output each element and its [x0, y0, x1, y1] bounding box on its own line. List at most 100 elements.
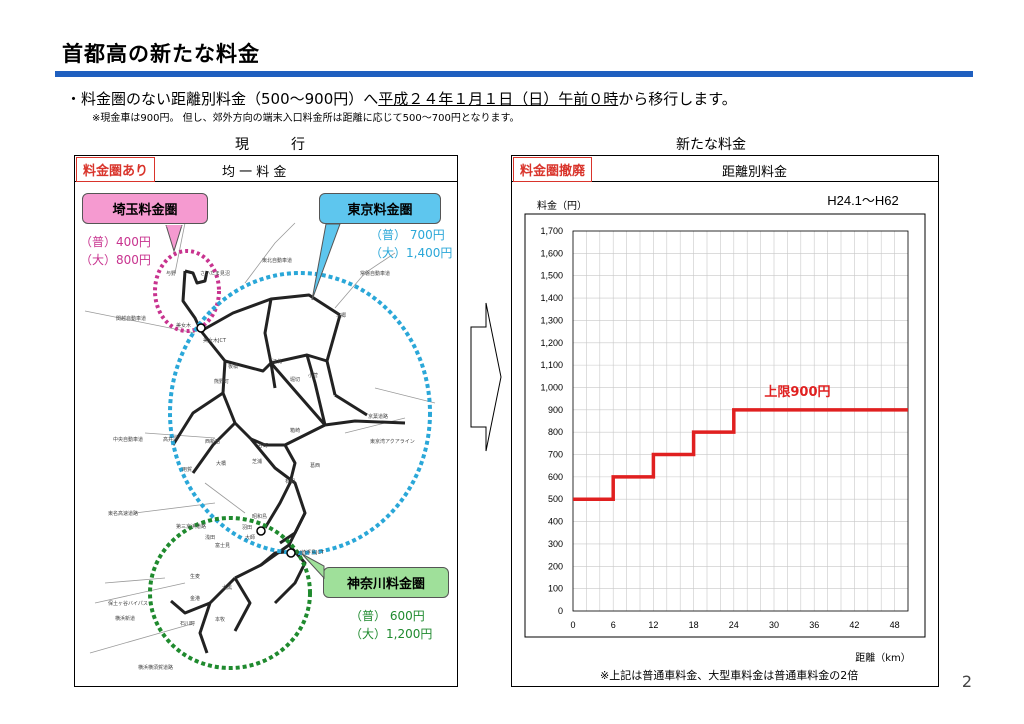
- map-label: 堀切: [290, 377, 301, 383]
- map-label: 京葉道路: [368, 414, 389, 420]
- y-tick-label: 500: [548, 494, 563, 504]
- map-label: 高井戸: [163, 437, 179, 443]
- map-label: 東京湾アクアライン: [370, 439, 415, 445]
- saitama-callout-pointer: [165, 225, 183, 253]
- left-column-heading: 現 行: [235, 137, 319, 153]
- map-label: 中央自動車道: [113, 437, 144, 443]
- map-label: 羽田: [242, 525, 253, 531]
- kanagawa-large-fare: （大）1,200円: [350, 627, 433, 641]
- right-column-heading: 新たな料金: [676, 137, 746, 153]
- x-tick-label: 6: [611, 620, 616, 630]
- map-label: 昭和島: [252, 514, 268, 520]
- y-tick-label: 700: [548, 450, 563, 460]
- chart-x-axis-label: 距離（km）: [855, 651, 911, 664]
- chart-y-axis-label: 料金（円）: [537, 199, 587, 212]
- map-label: 富士見: [215, 543, 231, 549]
- y-tick-label: 1,600: [540, 248, 563, 258]
- title-underline-bar: [55, 71, 973, 77]
- left-panel-divider: [74, 181, 457, 182]
- kanagawa-zone-circle: [148, 516, 312, 670]
- y-tick-label: 900: [548, 405, 563, 415]
- x-tick-label: 42: [849, 620, 859, 630]
- x-tick-label: 30: [769, 620, 779, 630]
- expressway-map: [84, 222, 436, 670]
- y-tick-label: 800: [548, 427, 563, 437]
- map-label: 石川町: [180, 621, 196, 627]
- x-tick-label: 18: [689, 620, 699, 630]
- map-label: 小菅: [308, 373, 319, 379]
- bijogi-jct-marker: [196, 323, 206, 333]
- chart-footnote: ※上記は普通車料金、大型車料金は普通車料金の2倍: [600, 669, 859, 682]
- saitama-large-fare: （大）800円: [80, 253, 151, 267]
- bullet-date: 平成２４年１月１日（日）午前０時: [378, 90, 619, 108]
- y-tick-label: 1,500: [540, 271, 563, 281]
- y-tick-label: 0: [558, 606, 563, 616]
- map-label: 川崎浮島JCT: [296, 550, 325, 556]
- y-tick-label: 1,400: [540, 293, 563, 303]
- y-tick-label: 100: [548, 584, 563, 594]
- tokyo-zone-circle: [168, 271, 432, 555]
- map-label: 美女木: [176, 323, 192, 329]
- kanagawa-zone-label: 神奈川料金圏: [323, 567, 449, 598]
- current-fare-panel: [74, 155, 458, 687]
- map-label: 大師: [245, 535, 256, 541]
- y-tick-label: 1,300: [540, 315, 563, 325]
- map-label: 東北自動車道: [262, 258, 293, 264]
- chart-title: H24.1～H62: [827, 193, 899, 208]
- page-number: 2: [961, 672, 972, 691]
- left-subheading: 均 一 料 金: [222, 165, 287, 180]
- chart-annotation: 上限900円: [764, 385, 830, 400]
- bullet-prefix: ・料金圏のない距離別料金（500～900円）へ: [66, 90, 379, 108]
- map-label: 関越自動車道: [116, 316, 147, 322]
- saitama-fares: （普）400円 （大）800円: [80, 233, 151, 269]
- y-tick-label: 200: [548, 561, 563, 571]
- map-label: さいたま見沼: [200, 271, 230, 277]
- map-label: 横浜横須賀道路: [138, 665, 174, 671]
- map-label: 三郷: [336, 313, 347, 319]
- new-fare-panel: [511, 155, 939, 687]
- plot-area-border: [572, 230, 909, 612]
- map-label: 金港: [190, 596, 201, 602]
- right-arrow-icon: [470, 302, 502, 452]
- map-label: 谷町: [258, 443, 269, 449]
- saitama-zone-label: 埼玉料金圏: [82, 193, 208, 224]
- y-tick-label: 1,200: [540, 338, 563, 348]
- y-tick-label: 1,100: [540, 360, 563, 370]
- tokyo-large-fare: （大）1,400円: [370, 246, 453, 260]
- kanagawa-fares: （普） 600円 （大）1,200円: [350, 607, 432, 643]
- fare-chart: H24.1～H62 料金（円） 距離（km） 01002003004005006…: [524, 193, 926, 664]
- map-label: 保土ヶ谷バイパス: [108, 601, 148, 607]
- saitama-regular-fare: （普）400円: [80, 235, 151, 249]
- map-label: 江北: [272, 359, 283, 365]
- tokyo-regular-fare: （普） 700円: [370, 228, 445, 242]
- map-label: 大橋: [216, 461, 227, 467]
- x-tick-label: 24: [729, 620, 739, 630]
- x-tick-label: 48: [890, 620, 900, 630]
- y-tick-label: 400: [548, 517, 563, 527]
- bullet-suffix: から移行します。: [618, 90, 737, 108]
- y-tick-label: 1,700: [540, 226, 563, 236]
- y-tick-label: 300: [548, 539, 563, 549]
- kanagawa-regular-fare: （普） 600円: [350, 609, 425, 623]
- map-label: 美女木JCT: [203, 338, 227, 344]
- map-label: 常磐自動車道: [360, 271, 391, 277]
- kawasaki-ukishima-jct-marker: [286, 548, 296, 558]
- map-label: 第三京浜道路: [176, 524, 207, 530]
- main-bullet: ・料金圏のない距離別料金（500～900円）へ平成２４年１月１日（日）午前０時か…: [66, 88, 737, 109]
- tokyo-callout-pointer: [311, 224, 341, 301]
- map-label: 用賀: [182, 467, 193, 473]
- map-label: 浅田: [205, 535, 216, 541]
- map-label: 本牧: [215, 617, 226, 623]
- map-label: 大黒: [222, 585, 233, 591]
- x-tick-label: 36: [809, 620, 819, 630]
- map-label: 生麦: [190, 574, 201, 580]
- map-label: 葛西: [310, 463, 321, 469]
- y-tick-label: 1,000: [540, 382, 563, 392]
- tokyo-zone-label: 東京料金圏: [319, 193, 441, 224]
- map-label: 板橋: [228, 364, 239, 370]
- x-tick-label: 0: [570, 620, 575, 630]
- map-label: 箱崎: [290, 428, 301, 434]
- map-label: 東名高速道路: [108, 511, 139, 517]
- kanagawa-callout-pointer: [301, 553, 325, 580]
- right-panel-divider: [511, 181, 938, 182]
